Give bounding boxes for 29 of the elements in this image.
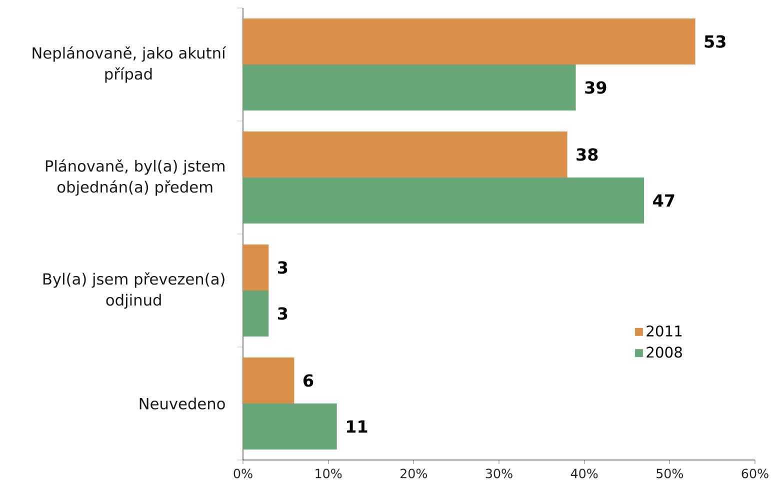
x-tick-label: 60% — [742, 468, 768, 478]
x-tick-label: 30% — [486, 468, 512, 478]
legend-label: 2011 — [646, 325, 682, 337]
bar — [243, 404, 337, 450]
bar — [243, 18, 696, 65]
y-tick-label: Plánovaně, byl(a) jstem objednán(a) předem — [46, 159, 224, 196]
bar — [243, 358, 294, 404]
bar — [243, 64, 576, 111]
x-tick-label: 50% — [656, 468, 684, 478]
data-label: 39 — [585, 81, 606, 94]
x-tick-label: 20% — [400, 468, 428, 478]
y-tick-label: Neuvedeno — [140, 398, 225, 410]
x-tick-label: 40% — [570, 468, 598, 478]
bar — [243, 132, 568, 178]
data-label: 47 — [653, 194, 674, 207]
data-label: 3 — [278, 307, 288, 320]
data-label: 3 — [278, 261, 288, 274]
x-tick-label: 10% — [316, 468, 342, 478]
bar — [243, 244, 269, 291]
legend-label: 2008 — [646, 346, 682, 358]
bar — [243, 290, 269, 337]
data-label: 38 — [576, 148, 598, 161]
y-tick-label: Byl(a) jsem převezen(a) odjinud — [43, 272, 224, 309]
data-label: 6 — [303, 374, 314, 387]
data-label: 11 — [347, 420, 368, 433]
data-label: 53 — [704, 35, 726, 48]
bar — [243, 178, 644, 224]
x-tick-label: 0% — [234, 468, 252, 478]
y-tick-label: Neplánovaně, jako akutní případ — [32, 46, 226, 83]
